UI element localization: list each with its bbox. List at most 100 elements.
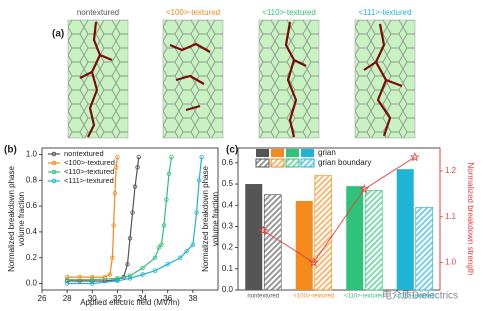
legend-swatch: [286, 149, 299, 157]
data-point: [90, 281, 95, 286]
data-point: [169, 154, 174, 160]
y-tick-label: 0.4: [26, 227, 38, 236]
bar: [415, 207, 434, 291]
bar: [364, 190, 383, 291]
y-tick-label: 0.2: [26, 253, 38, 262]
legend-label: <100>-textured: [64, 158, 115, 167]
data-point: [135, 165, 140, 170]
data-point: [127, 273, 133, 278]
data-point: [140, 265, 145, 271]
bar: [346, 186, 364, 290]
y-axis-label: volume fraction: [17, 192, 26, 246]
data-point: [156, 245, 162, 250]
y-tick-label: 0.1: [222, 264, 234, 273]
y2-tick-label: 1.0: [445, 258, 457, 267]
legend-swatch: [271, 149, 284, 157]
plot-frame: [41, 147, 219, 291]
data-point: [152, 268, 158, 273]
data-point: [409, 151, 420, 162]
y-tick-label: 0.0: [26, 279, 38, 288]
data-point: [111, 223, 116, 228]
data-point: [77, 274, 82, 280]
data-point: [115, 276, 120, 281]
series-line: [263, 156, 415, 264]
x-tick-label: 28: [63, 294, 72, 303]
data-point: [164, 197, 169, 202]
x-axis-label: Applied electric field (MV/m): [80, 298, 180, 307]
legend-swatch: [270, 158, 285, 168]
x-tick-label: <100>-textured: [293, 294, 334, 300]
x-tick-label: 38: [188, 294, 197, 303]
series-line: [67, 156, 173, 281]
y-tick-label: 0.6: [222, 158, 234, 167]
legend-swatch: [285, 158, 300, 168]
legend-swatch: [300, 158, 315, 168]
bar: [314, 175, 333, 291]
panel-tag: (b): [4, 145, 17, 156]
legend-marker: [51, 178, 57, 184]
data-point: [199, 154, 204, 160]
data-point: [90, 274, 95, 280]
image-label: <110>-textured: [262, 8, 316, 17]
legend-marker: [51, 169, 57, 175]
data-point: [127, 276, 133, 281]
data-point: [184, 249, 189, 254]
bar: [263, 194, 282, 291]
x-tick-label: 36: [163, 294, 172, 303]
data-point: [161, 223, 167, 228]
x-tick-label: 34: [138, 294, 147, 303]
x-tick-label: 30: [88, 294, 97, 303]
y-tick-label: 1.0: [26, 150, 38, 159]
panel-tag: (c): [226, 145, 238, 156]
x-tick-label: 26: [38, 294, 47, 303]
data-point: [152, 255, 158, 260]
data-point: [64, 274, 70, 280]
series-line: [67, 156, 119, 278]
data-point: [140, 272, 145, 277]
data-point: [115, 278, 120, 284]
bar: [245, 184, 263, 290]
legend-swatch: [301, 149, 314, 157]
watermark: 电介质Dielectrics: [382, 289, 458, 302]
y-tick-label: 0.4: [222, 200, 234, 209]
data-point: [64, 281, 70, 286]
x-tick-label: 32: [113, 294, 122, 303]
data-point: [112, 190, 118, 196]
y-axis-label: Normalized breakdown phase: [7, 166, 16, 272]
image-label: <100>-textured: [166, 8, 220, 17]
y2-tick-label: 1.1: [445, 212, 457, 221]
data-point: [166, 171, 172, 177]
y2-tick-label: 1.2: [445, 166, 457, 175]
legend-marker: [51, 151, 57, 157]
legend-label: nontextured: [64, 149, 104, 158]
y2-axis-label: Normalized breakdown strength: [466, 163, 475, 276]
legend-label: <111>-textured: [64, 176, 114, 185]
data-point: [359, 184, 370, 194]
micrographs: [67, 19, 416, 139]
data-point: [308, 257, 319, 267]
data-point: [159, 242, 164, 248]
y-tick-label: 0.5: [222, 179, 234, 188]
legend-label: grian: [318, 148, 336, 157]
x-tick-label: <110>-textured: [344, 294, 384, 300]
x-tick-label: <111>-textured: [395, 294, 435, 300]
y-tick-label: 0.3: [222, 222, 234, 231]
legend-swatch: [255, 158, 270, 168]
data-point: [113, 165, 119, 170]
data-point: [127, 236, 133, 241]
data-point: [132, 184, 138, 189]
y-tick-label: 0.0: [222, 285, 234, 294]
data-point: [125, 261, 130, 267]
x-tick-label: nontextured: [247, 294, 279, 300]
data-point: [165, 261, 170, 267]
y-axis-label: Normalized breakdown phase: [201, 166, 210, 272]
bar: [396, 169, 414, 290]
data-point: [115, 154, 120, 160]
data-point: [194, 210, 199, 215]
legend-label: grian boundary: [318, 158, 371, 167]
data-point: [196, 178, 202, 183]
data-point: [136, 154, 141, 160]
series-line: [67, 156, 203, 285]
legend-swatch: [256, 149, 269, 157]
